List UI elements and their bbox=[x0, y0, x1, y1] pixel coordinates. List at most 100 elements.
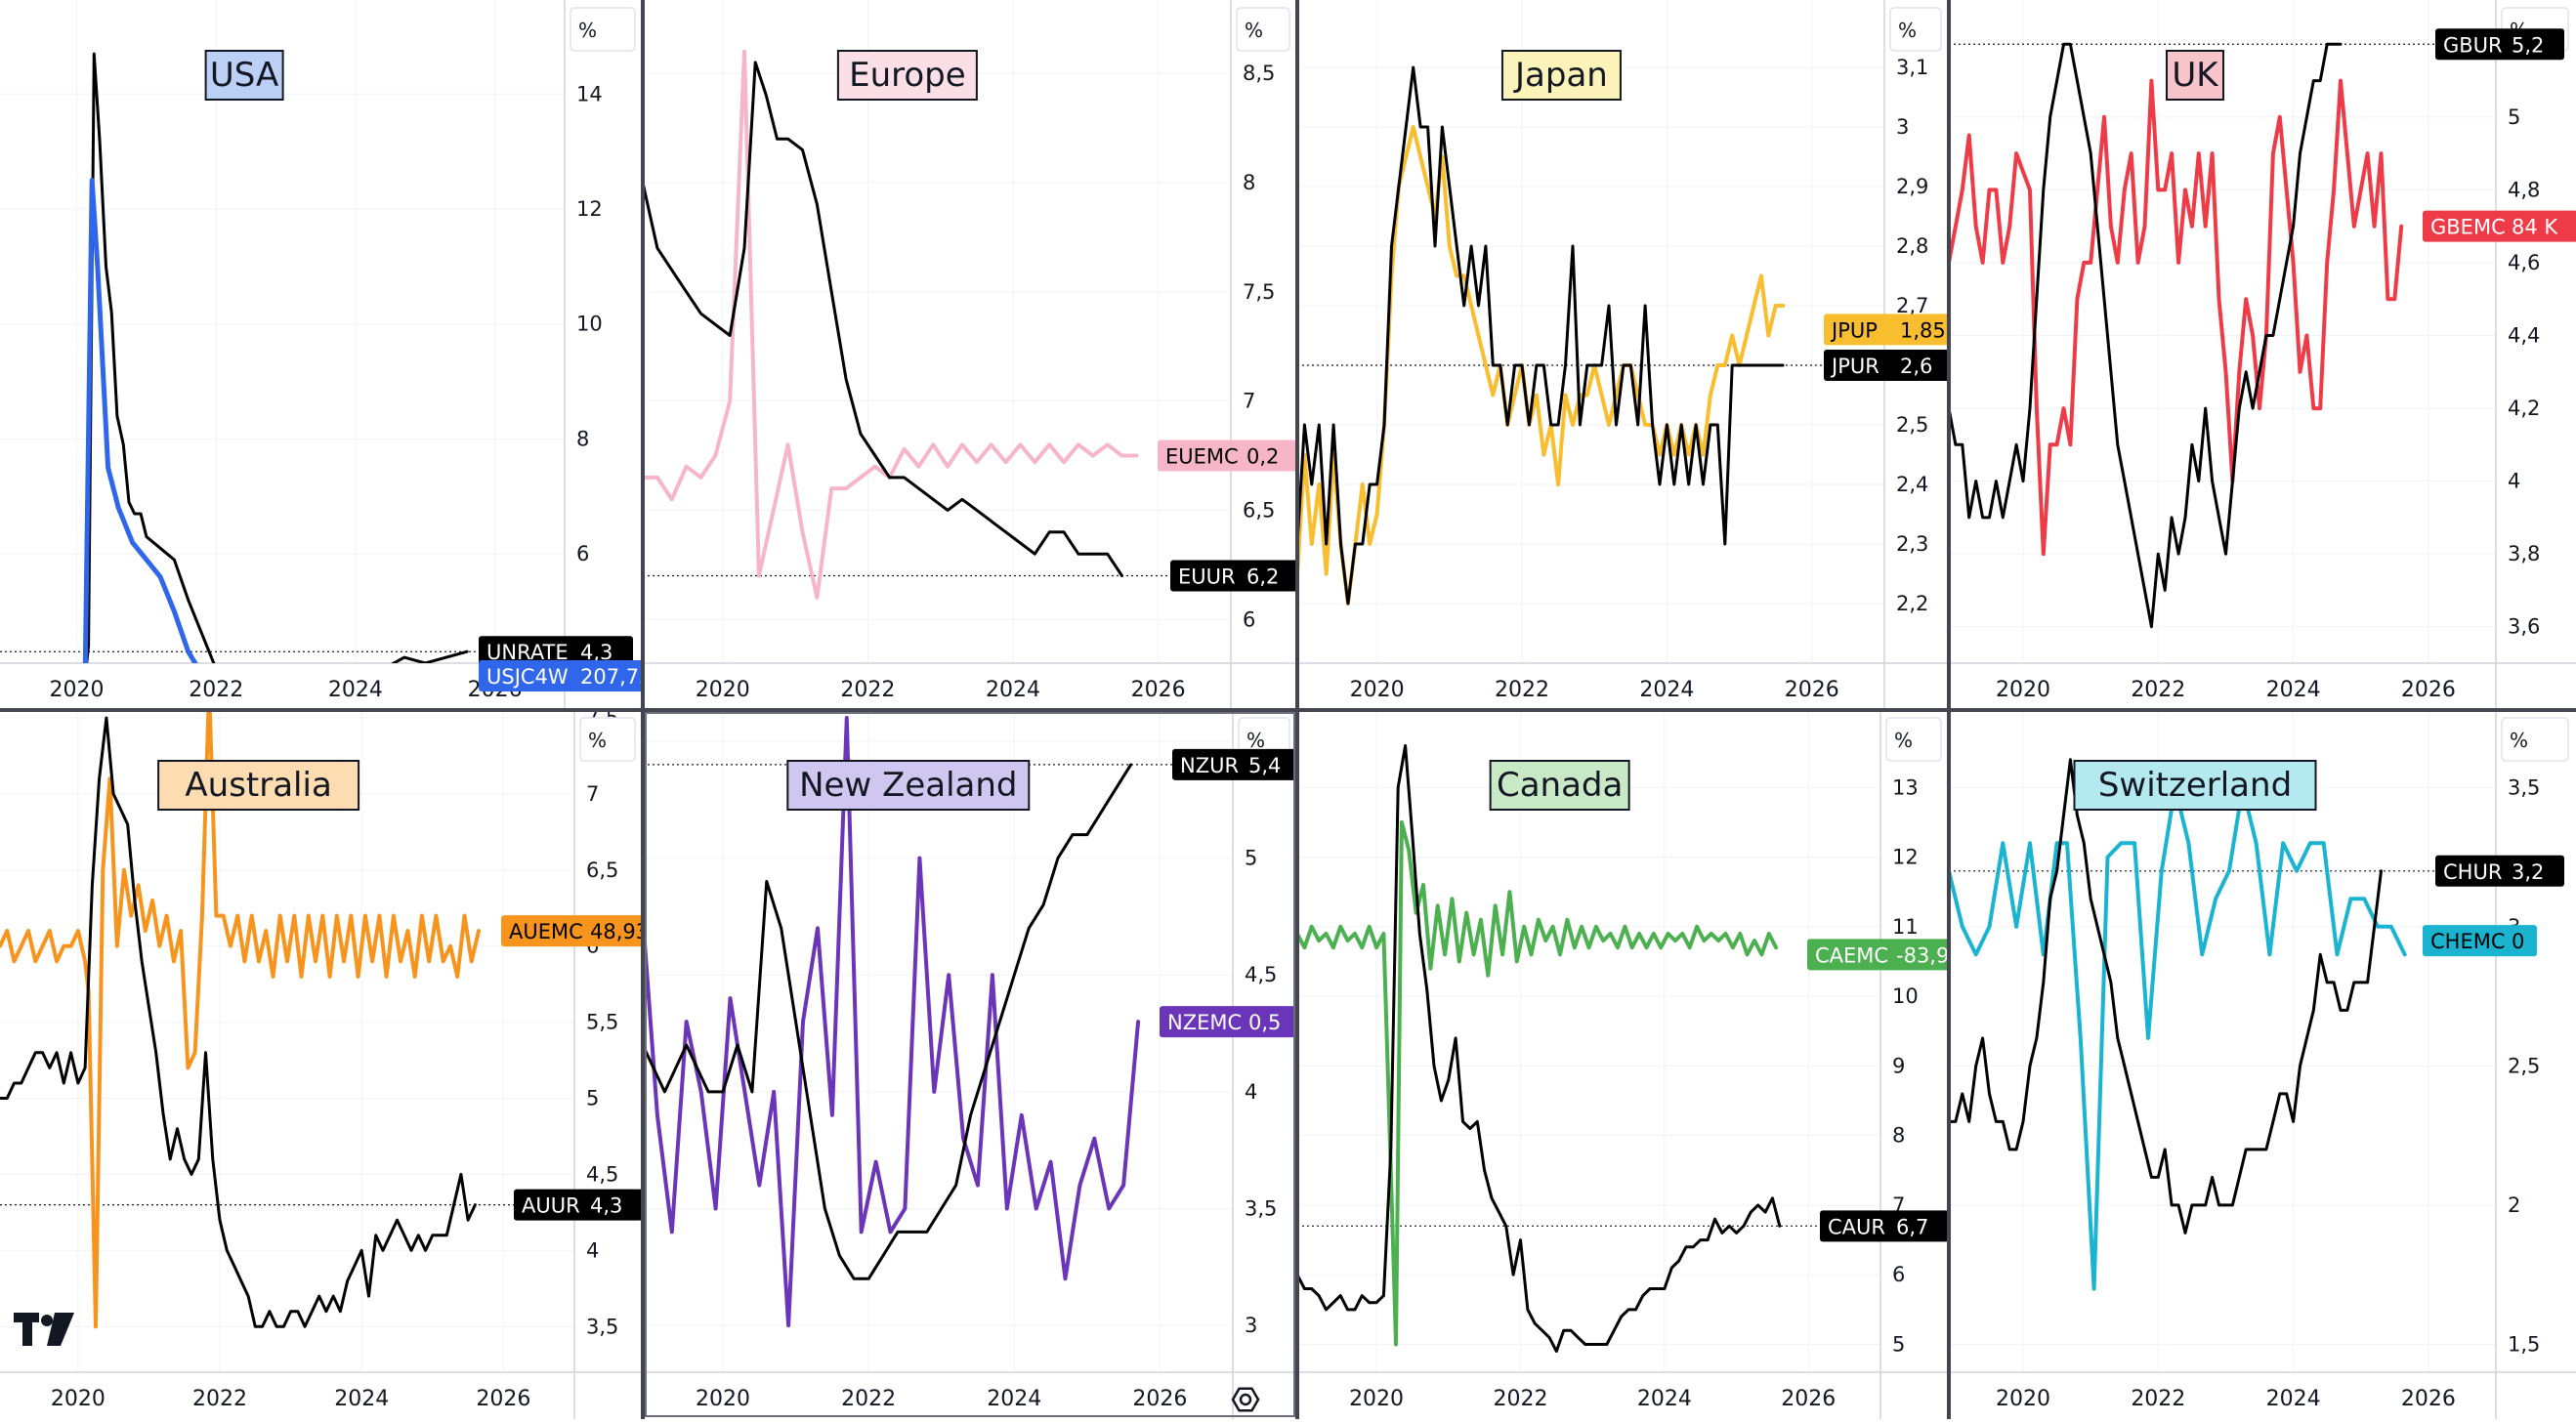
chart-panel-uk[interactable]: 3,63,844,24,44,64,85%2020202220242026UKG… bbox=[1949, 0, 2576, 710]
y-tick-label: 4,4 bbox=[2508, 324, 2540, 348]
chart-title: Japan bbox=[1513, 56, 1608, 95]
gear-icon[interactable] bbox=[1231, 1387, 1260, 1412]
badge-gbur[interactable]: GBUR 5,2 bbox=[2435, 28, 2564, 61]
series-line-jpur bbox=[1297, 65, 1785, 606]
unit-label-box[interactable] bbox=[1236, 7, 1290, 52]
badge-gbemc[interactable]: GBEMC 84 K bbox=[2423, 210, 2576, 242]
badge-caur[interactable]: CAUR 6,7 bbox=[1820, 1210, 1949, 1242]
y-tick-label: 2,4 bbox=[1896, 473, 1928, 496]
badge-series-value: 0,2 bbox=[1246, 445, 1279, 469]
badge-chur[interactable]: CHUR 3,2 bbox=[2435, 855, 2564, 887]
panel-background bbox=[643, 710, 1297, 1419]
badge-series-value: 0 bbox=[2512, 930, 2524, 953]
x-tick-label: 2020 bbox=[1996, 1387, 2050, 1411]
y-tick-label: 3,5 bbox=[2508, 775, 2540, 799]
unit-label-box[interactable] bbox=[579, 717, 636, 762]
y-tick-label: 5 bbox=[2508, 105, 2520, 129]
x-tick-label: 2026 bbox=[1132, 1387, 1187, 1411]
badge-auur[interactable]: AUUR 4,3 bbox=[514, 1189, 643, 1221]
y-tick-label: 3,1 bbox=[1896, 56, 1928, 79]
badge-series-value: 2,6 bbox=[1900, 355, 1932, 378]
badge-chemc[interactable]: CHEMC 0 bbox=[2423, 925, 2537, 957]
y-tick-label: 4 bbox=[1245, 1080, 1257, 1104]
chart-title-box bbox=[1500, 50, 1622, 101]
badge-series-name: JPUP bbox=[1830, 318, 1878, 342]
unit-label-box[interactable] bbox=[570, 7, 636, 52]
badge-jpur[interactable]: JPUR 2,6 bbox=[1824, 350, 1953, 381]
x-tick-label: 2022 bbox=[2131, 1387, 2185, 1411]
series-line-auemc bbox=[0, 710, 481, 1329]
unit-label: % bbox=[1245, 19, 1263, 42]
chart-panel-japan[interactable]: 2,2 2,3 2,4 2,5 2,6 2,7 2,8 2,9 3 3,1% 2020 2022 202… bbox=[1297, 0, 1994, 710]
unit-label-box[interactable] bbox=[1889, 7, 1942, 52]
y-tick-label: 3 bbox=[1896, 115, 1909, 139]
y-tick-label: 12 bbox=[1892, 846, 1919, 869]
series-line-caemc bbox=[1297, 819, 1779, 1347]
x-tick-label: 2026 bbox=[1785, 678, 1839, 702]
chart-panel-europe[interactable]: 6 6,5 7 7,5 8 8,5% 2020 2022 2024 2026 Europe EUEMC… bbox=[643, 0, 1299, 710]
badge-series-value: 6,2 bbox=[1246, 565, 1279, 589]
y-tick-label: 3,8 bbox=[2508, 542, 2540, 565]
badge-series-value: 0,5 bbox=[1248, 1011, 1281, 1034]
panel-background bbox=[1949, 710, 2576, 1419]
badge-series-name: EUUR bbox=[1178, 565, 1236, 589]
badge-background bbox=[514, 1189, 643, 1221]
chart-title-box bbox=[2166, 50, 2224, 101]
badge-background bbox=[1820, 1210, 1949, 1242]
badge-euur[interactable]: EUUR 6,2 bbox=[1170, 560, 1299, 592]
chart-title-box bbox=[157, 760, 360, 811]
unit-label: % bbox=[1246, 729, 1265, 752]
y-tick-label: 7,5 bbox=[1243, 280, 1275, 304]
badge-series-name: CAUR bbox=[1828, 1215, 1885, 1238]
series-line-nzur bbox=[643, 763, 1133, 1280]
x-tick-label: 2020 bbox=[696, 1387, 750, 1411]
unit-label: % bbox=[1894, 729, 1913, 752]
badge-euemc[interactable]: EUEMC 0,2 bbox=[1158, 439, 1299, 472]
x-tick-label: 2024 bbox=[987, 1387, 1041, 1411]
x-tick-label: 2020 bbox=[1350, 678, 1405, 702]
x-tick-label: 2020 bbox=[51, 1387, 106, 1411]
badge-nzur[interactable]: NZUR 5,4 bbox=[1172, 748, 1301, 780]
y-tick-label: 8 bbox=[576, 427, 589, 450]
y-tick-label: 7 bbox=[1243, 390, 1255, 413]
tradingview-logo-icon[interactable]: TV bbox=[14, 1312, 74, 1346]
series-line-chur bbox=[1949, 758, 2383, 1235]
series-group-usa bbox=[82, 52, 469, 663]
y-tick-label: 4,5 bbox=[586, 1162, 618, 1186]
chart-panel-australia[interactable]: 3,544,555,566,577,5%2020202220242026Aust… bbox=[0, 688, 697, 1419]
series-line-auur bbox=[0, 716, 477, 1328]
badge-series-value: 5,2 bbox=[2512, 33, 2544, 57]
badge-series-name: AUEMC bbox=[509, 920, 583, 943]
y-tick-label: 6 bbox=[1243, 607, 1255, 631]
x-tick-label: 2022 bbox=[1493, 1387, 1547, 1411]
x-tick-label: 2022 bbox=[841, 1387, 896, 1411]
y-tick-label: 4,5 bbox=[1245, 963, 1277, 986]
logo-part-stem bbox=[22, 1313, 32, 1346]
badge-series-name: GBEMC bbox=[2430, 216, 2506, 239]
x-tick-label: 2026 bbox=[2401, 1387, 2456, 1411]
badge-series-name: CHUR bbox=[2443, 860, 2502, 884]
y-tick-label: 4 bbox=[586, 1238, 599, 1262]
x-tick-label: 2026 bbox=[476, 1387, 530, 1411]
badge-background bbox=[1170, 560, 1299, 592]
badge-series-name: NZUR bbox=[1180, 754, 1239, 777]
y-tick-label: 4,8 bbox=[2508, 178, 2540, 201]
badge-nzemc[interactable]: NZEMC 0,5 bbox=[1160, 1006, 1301, 1038]
chart-title: Europe bbox=[849, 56, 966, 95]
series-line-gbur bbox=[1949, 42, 2343, 629]
chart-panel-usa[interactable]: 68101214%2020202220242026USAUNRATE4,3USJ… bbox=[0, 0, 701, 710]
chart-panel-switzerland[interactable]: 1,522,533,5%2020202220242026SwitzerlandC… bbox=[1949, 710, 2576, 1419]
badge-series-name: AUUR bbox=[522, 1194, 580, 1218]
x-tick-label: 2022 bbox=[840, 678, 895, 702]
y-tick-label: 13 bbox=[1892, 775, 1919, 799]
badge-background bbox=[2423, 210, 2576, 242]
x-tick-label: 2024 bbox=[2266, 678, 2321, 702]
unit-label-box[interactable] bbox=[1885, 717, 1942, 762]
unit-label-box[interactable] bbox=[2501, 717, 2569, 762]
badge-background bbox=[1824, 350, 1953, 381]
badge-background bbox=[2435, 28, 2564, 61]
x-tick-label: 2024 bbox=[986, 678, 1040, 702]
